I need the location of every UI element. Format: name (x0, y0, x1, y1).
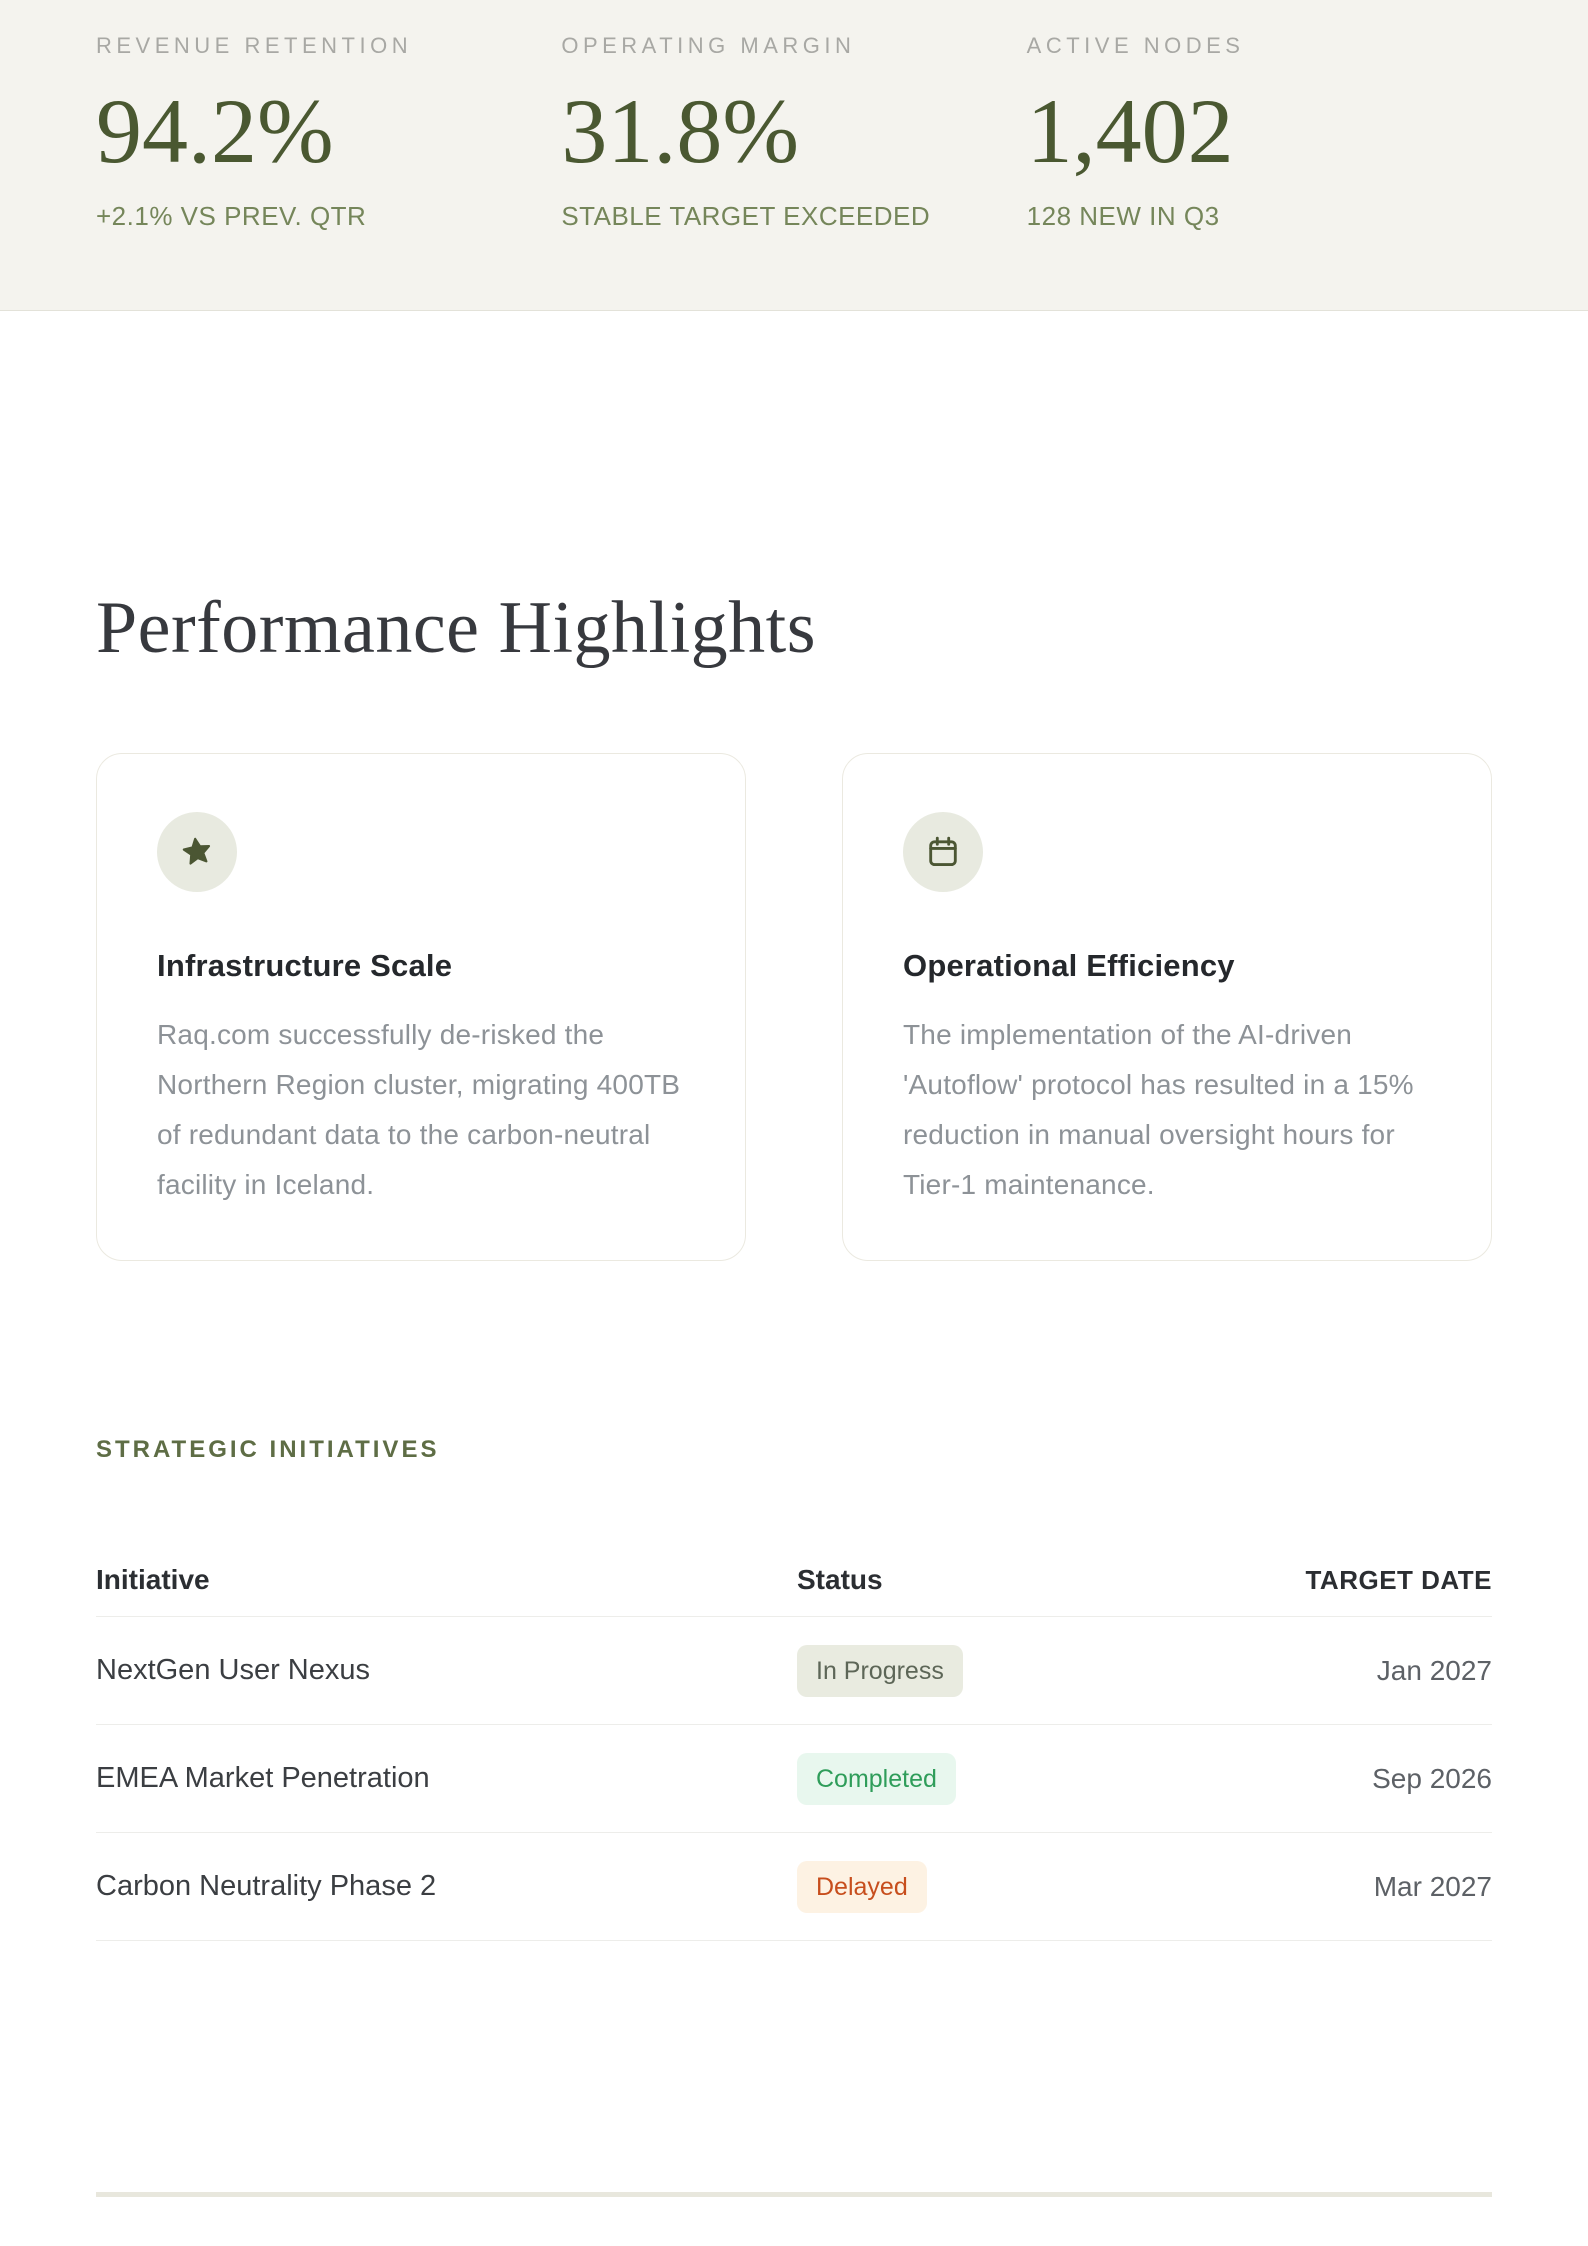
kpi-revenue-retention: REVENUE RETENTION 94.2% +2.1% VS PREV. Q… (96, 33, 561, 310)
kpi-label: REVENUE RETENTION (96, 33, 413, 58)
calendar-icon (925, 834, 961, 870)
kpi-label: OPERATING MARGIN (561, 33, 856, 58)
kpi-note: +2.1% VS PREV. QTR (96, 201, 367, 231)
card-body: The implementation of the AI-driven 'Aut… (903, 1019, 1414, 1201)
column-header-initiative: Initiative (96, 1564, 210, 1596)
icon-circle (903, 812, 983, 893)
card-body: Raq.com successfully de-risked the North… (157, 1019, 681, 1201)
footer-divider (96, 2192, 1492, 2198)
target-date: Jan 2027 (1376, 1654, 1492, 1686)
card-title: Operational Efficiency (903, 948, 1235, 984)
kpi-note: 128 NEW IN Q3 (1026, 201, 1220, 231)
kpi-label: ACTIVE NODES (1026, 33, 1245, 58)
star-icon (179, 834, 215, 870)
initiatives-section-heading: STRATEGIC INITIATIVES (96, 1436, 440, 1464)
initiative-name: EMEA Market Penetration (96, 1762, 430, 1795)
kpi-value: 94.2% (96, 80, 334, 182)
kpi-value: 31.8% (561, 80, 799, 182)
kpi-note: STABLE TARGET EXCEEDED (561, 201, 931, 231)
card-operational-efficiency: Operational Efficiency The implementatio… (842, 753, 1492, 1262)
page-title: Performance Highlights (96, 587, 816, 669)
card-infrastructure-scale: Infrastructure Scale Raq.com successfull… (96, 753, 746, 1262)
initiatives-table: Initiative Status TARGET DATE NextGen Us… (96, 1564, 1492, 1942)
column-header-status: Status (797, 1564, 883, 1596)
initiative-name: NextGen User Nexus (96, 1654, 370, 1687)
status-cell: Completed (797, 1752, 1212, 1806)
main-content: Performance Highlights Infrastructure Sc… (0, 575, 1588, 2198)
initiative-name: Carbon Neutrality Phase 2 (96, 1870, 437, 1903)
status-badge: In Progress (797, 1644, 963, 1698)
status-badge: Delayed (797, 1860, 927, 1914)
target-date: Sep 2026 (1372, 1762, 1492, 1794)
kpi-strip: REVENUE RETENTION 94.2% +2.1% VS PREV. Q… (0, 0, 1588, 311)
table-row: EMEA Market Penetration Completed Sep 20… (96, 1725, 1492, 1834)
table-header-row: Initiative Status TARGET DATE (96, 1564, 1492, 1618)
kpi-active-nodes: ACTIVE NODES 1,402 128 NEW IN Q3 (1027, 33, 1492, 310)
highlight-cards: Infrastructure Scale Raq.com successfull… (96, 753, 1492, 1262)
status-cell: Delayed (797, 1860, 1212, 1914)
kpi-operating-margin: OPERATING MARGIN 31.8% STABLE TARGET EXC… (561, 33, 1026, 310)
table-row: Carbon Neutrality Phase 2 Delayed Mar 20… (96, 1833, 1492, 1942)
kpi-value: 1,402 (1026, 80, 1234, 182)
target-date: Mar 2027 (1373, 1870, 1492, 1902)
icon-circle (157, 812, 237, 893)
column-header-target-date: TARGET DATE (1305, 1565, 1492, 1596)
status-badge: Completed (797, 1752, 956, 1806)
status-cell: In Progress (797, 1644, 1212, 1698)
table-row: NextGen User Nexus In Progress Jan 2027 (96, 1617, 1492, 1726)
card-title: Infrastructure Scale (157, 948, 453, 984)
